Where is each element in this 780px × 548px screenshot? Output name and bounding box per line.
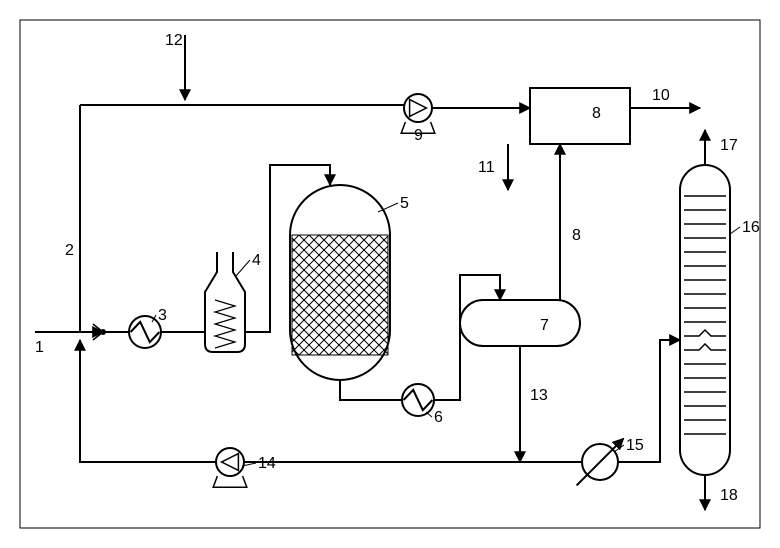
label-L8a: 8 [592, 105, 601, 122]
label-L9: 9 [414, 127, 423, 144]
label-L11: 11 [478, 159, 495, 176]
stream-a_14_to_mix [80, 340, 216, 462]
equip-drum7 [460, 300, 580, 346]
label-L3: 3 [158, 307, 167, 324]
equip-hx15 [577, 439, 624, 486]
equip-reac5 [95, 185, 703, 380]
equip-col16 [680, 165, 730, 475]
label-L7: 7 [540, 317, 549, 334]
label-L12: 12 [165, 32, 183, 49]
label-L8b: 8 [572, 227, 581, 244]
label-L16: 16 [742, 219, 760, 236]
label-L17: 17 [720, 137, 738, 154]
label-L13: 13 [530, 387, 548, 404]
leader-L16 [730, 227, 740, 234]
label-L6: 6 [434, 409, 443, 426]
equip-hx6 [402, 384, 434, 416]
label-L2: 2 [65, 242, 74, 259]
stream-a_reac_out [340, 380, 402, 400]
label-L5: 5 [400, 195, 409, 212]
equip-hx3 [129, 316, 161, 348]
equip-box8 [530, 88, 630, 144]
label-L1: 1 [35, 339, 44, 356]
label-L18: 18 [720, 487, 738, 504]
label-L10: 10 [652, 87, 670, 104]
equip-sep4 [205, 252, 245, 352]
leader-L4 [236, 260, 250, 276]
label-L15: 15 [626, 437, 644, 454]
equip-pump14 [213, 448, 247, 487]
label-L14: 14 [258, 455, 276, 472]
label-L4: 4 [252, 252, 261, 269]
labels: 1234567889101112131415161718 [35, 32, 760, 504]
